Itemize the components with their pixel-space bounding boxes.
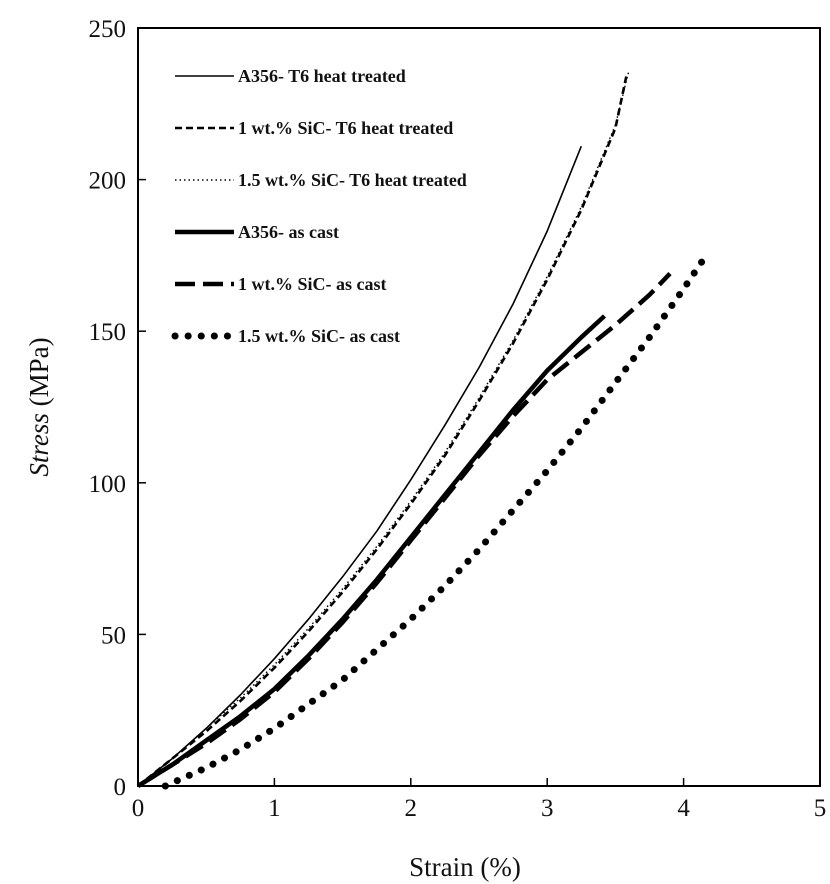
legend-label-5: 1 wt.% SiC- as cast: [238, 274, 387, 294]
y-tick-label: 150: [89, 319, 127, 346]
y-tick-label: 50: [101, 622, 126, 649]
x-tick-label: 3: [541, 795, 554, 822]
y-axis: 0 50 100 150 200 250: [89, 16, 146, 801]
series-line-2: [137, 76, 628, 788]
x-axis: 0 1 2 3 4 5: [132, 778, 827, 822]
x-tick-label: 5: [814, 795, 827, 822]
legend-label-6: 1.5 wt.% SiC- as cast: [238, 326, 400, 346]
y-axis-title-italic: Stress: [24, 413, 54, 477]
y-tick-label: 200: [89, 168, 127, 195]
y-tick-label: 250: [89, 16, 127, 43]
series-line-6: [161, 254, 708, 790]
plot-frame: [137, 27, 821, 787]
x-tick-label: 4: [677, 795, 690, 822]
y-axis-title-unit: (MPa): [24, 337, 54, 413]
series-line-1: [137, 145, 583, 787]
x-tick-label: 2: [405, 795, 418, 822]
y-tick-label: 0: [114, 774, 127, 801]
legend-label-4: A356- as cast: [238, 222, 339, 242]
legend-label-2: 1 wt.% SiC- T6 heat treated: [238, 118, 453, 138]
x-tick-label: 1: [268, 795, 281, 822]
series-layer: [136, 70, 708, 790]
x-tick-label: 0: [132, 795, 145, 822]
legend-label-3: 1.5 wt.% SiC- T6 heat treated: [238, 170, 467, 190]
x-axis-title: Strain (%): [409, 852, 521, 882]
legend-label-1: A356- T6 heat treated: [238, 66, 406, 86]
series-line-5: [136, 272, 672, 788]
series-line-4: [136, 314, 607, 788]
legend: A356- T6 heat treated 1 wt.% SiC- T6 heat…: [171, 66, 467, 346]
y-axis-title: Stress (MPa): [24, 337, 54, 476]
y-tick-label: 100: [89, 471, 127, 498]
series-line-3: [137, 70, 630, 787]
